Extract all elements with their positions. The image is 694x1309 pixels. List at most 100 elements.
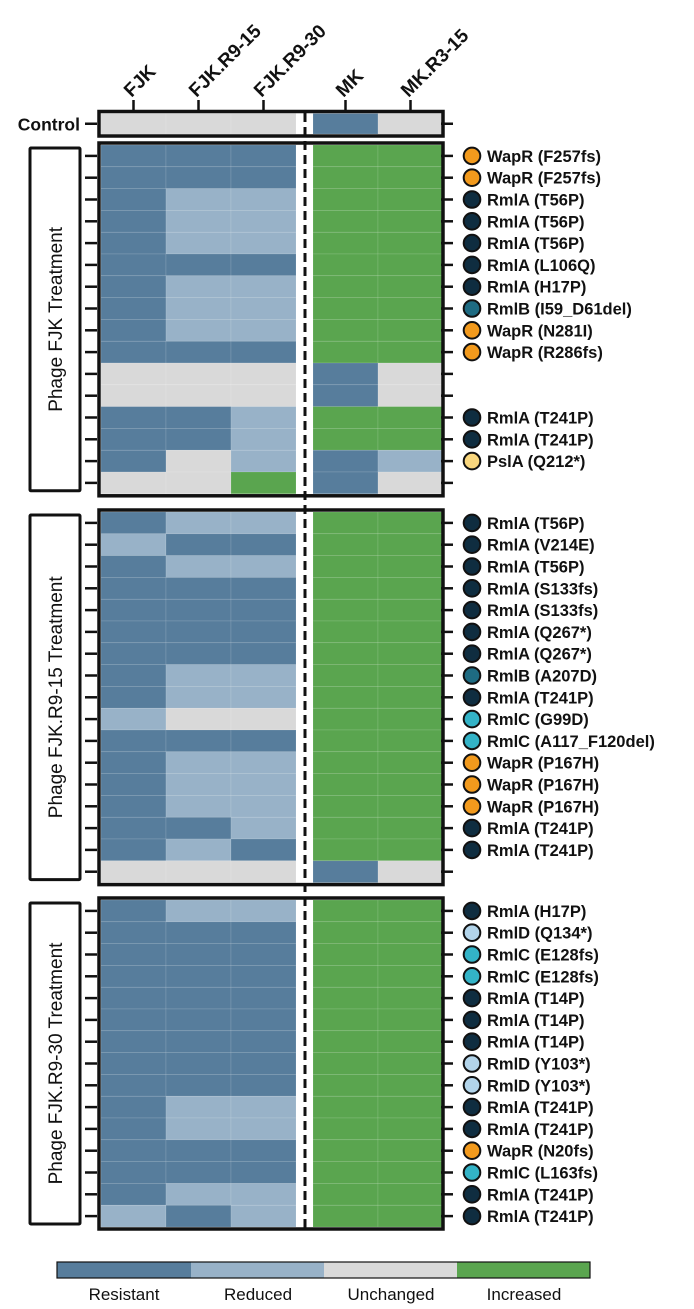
mutation-dot-wapr <box>462 1141 482 1160</box>
group-3-row-cell <box>312 1161 379 1184</box>
group-3-row-cell <box>100 1117 167 1141</box>
group-2-row-cell <box>312 751 379 774</box>
group-1-row-cell <box>312 340 379 364</box>
mutation-dot-rmla <box>462 579 482 598</box>
group-3-row-cell <box>312 1117 379 1141</box>
mutation-dot-rmla <box>462 1119 482 1139</box>
group-label-box <box>28 513 82 882</box>
group-3-row-cell <box>312 1008 379 1032</box>
group-1-row-cell <box>312 362 379 386</box>
control-row-cell <box>312 113 379 135</box>
mutation-label: RmlC (A117_F120del) <box>487 733 655 751</box>
group-2-row-cell <box>165 816 232 840</box>
mutation-label: RmlB (A207D) <box>487 668 597 686</box>
mutation-dot-rmld <box>462 1076 482 1095</box>
group-2-row-cell <box>100 795 167 818</box>
group-2-row-cell <box>165 686 232 709</box>
group-2-row-cell <box>377 795 444 818</box>
group-2-row-cell <box>377 729 444 753</box>
mutation-dot-wapr <box>462 775 482 794</box>
legend-label-reduced: Reduced <box>224 1285 292 1304</box>
group-1-row-cell <box>230 340 297 364</box>
group-2-row-cell <box>100 598 167 622</box>
group-3-row-cell <box>377 965 444 988</box>
mutation-dot-rmlc <box>462 709 482 729</box>
group-3-row-cell <box>230 1139 297 1162</box>
mutation-dot-wapr <box>462 321 482 340</box>
mutation-label: RmlA (S133fs) <box>487 602 598 620</box>
legend-label-unchanged: Unchanged <box>348 1285 435 1304</box>
mutation-dot-rmla <box>462 190 482 209</box>
group-2-row-cell <box>312 533 379 556</box>
mutation-label: RmlA (T241P) <box>487 842 594 860</box>
mutation-dot-rmla <box>462 622 482 642</box>
group-3-row-cell <box>100 1074 167 1097</box>
mutation-label: WapR (P167H) <box>487 798 599 816</box>
control-row-cell <box>100 113 167 135</box>
group-2-row-cell <box>230 816 297 840</box>
group-2-row-cell <box>312 838 379 862</box>
mutation-dot-wapr <box>462 168 482 187</box>
group-2-row-cell <box>312 816 379 840</box>
group-1-row-cell <box>230 166 297 189</box>
group-3-row-cell <box>377 1117 444 1141</box>
group-2-row-cell <box>377 511 444 535</box>
group-1-row-cell <box>100 319 167 342</box>
group-2-row-cell <box>100 664 167 687</box>
group-3-row-cell <box>230 943 297 966</box>
group-2-row-cell <box>312 686 379 709</box>
group-2-row-cell <box>165 838 232 862</box>
mutation-label: WapR (P167H) <box>487 777 599 795</box>
group-2-row-cell <box>230 664 297 687</box>
group-3-row-cell <box>100 965 167 988</box>
group-1-row-cell <box>377 166 444 189</box>
group-1-row-cell <box>100 253 167 277</box>
group-2-row-cell <box>377 838 444 862</box>
group-3-row-cell <box>100 899 167 923</box>
group-2-row-cell <box>100 816 167 840</box>
mutation-label: RmlA (T241P) <box>487 1121 594 1139</box>
mutation-dot-rmla <box>462 255 482 275</box>
mutation-label: RmlA (T241P) <box>487 1186 594 1204</box>
group-2-row-cell <box>230 533 297 556</box>
mutation-label: RmlA (T14P) <box>487 1034 585 1052</box>
mutation-label: RmlD (Y103*) <box>487 1056 591 1074</box>
group-1-row-cell <box>312 166 379 189</box>
mutation-label: RmlA (T56P) <box>487 213 585 231</box>
mutation-label: WapR (F257fs) <box>487 148 601 166</box>
mutation-dot-rmla <box>462 901 482 921</box>
group-1-row-cell <box>230 231 297 255</box>
group-3-row-cell <box>165 1008 232 1032</box>
group-1-row-cell <box>100 471 167 495</box>
mutation-label: RmlA (H17P) <box>487 279 586 297</box>
group-3-row-cell <box>230 1008 297 1032</box>
mutation-dot-rmlc <box>462 731 482 751</box>
group-2-row-cell <box>312 577 379 600</box>
heatmap-cells <box>100 113 444 1228</box>
group-3-row-cell <box>377 1161 444 1184</box>
group-3-row-cell <box>377 1139 444 1162</box>
group-3-row-cell <box>100 921 167 944</box>
group-1-row-cell <box>165 275 232 298</box>
group-2-row-cell <box>165 642 232 665</box>
group-1-row-cell <box>165 144 232 168</box>
group-1-row-cell <box>230 406 297 429</box>
group-2-row-cell <box>165 533 232 556</box>
group-2-row-cell <box>312 795 379 818</box>
group-3-row-cell <box>230 1074 297 1097</box>
group-3-row-cell <box>100 1183 167 1206</box>
group-3-row-cell <box>165 1161 232 1184</box>
group-1-row-cell <box>100 406 167 429</box>
group-3-row-cell <box>377 986 444 1010</box>
mutation-dot-rmla <box>462 644 482 664</box>
group-3-row-cell <box>312 1052 379 1075</box>
group-2-row-cell <box>312 620 379 644</box>
group-1-row-cell <box>100 297 167 320</box>
group-2-row-cell <box>100 511 167 535</box>
group-2-row-cell <box>377 751 444 774</box>
group-1-row-cell <box>377 297 444 320</box>
group-1-row-cell <box>230 188 297 211</box>
group-1-row-cell <box>377 406 444 429</box>
mutation-dot-rmla <box>462 1097 482 1117</box>
group-2-row-cell <box>100 642 167 665</box>
